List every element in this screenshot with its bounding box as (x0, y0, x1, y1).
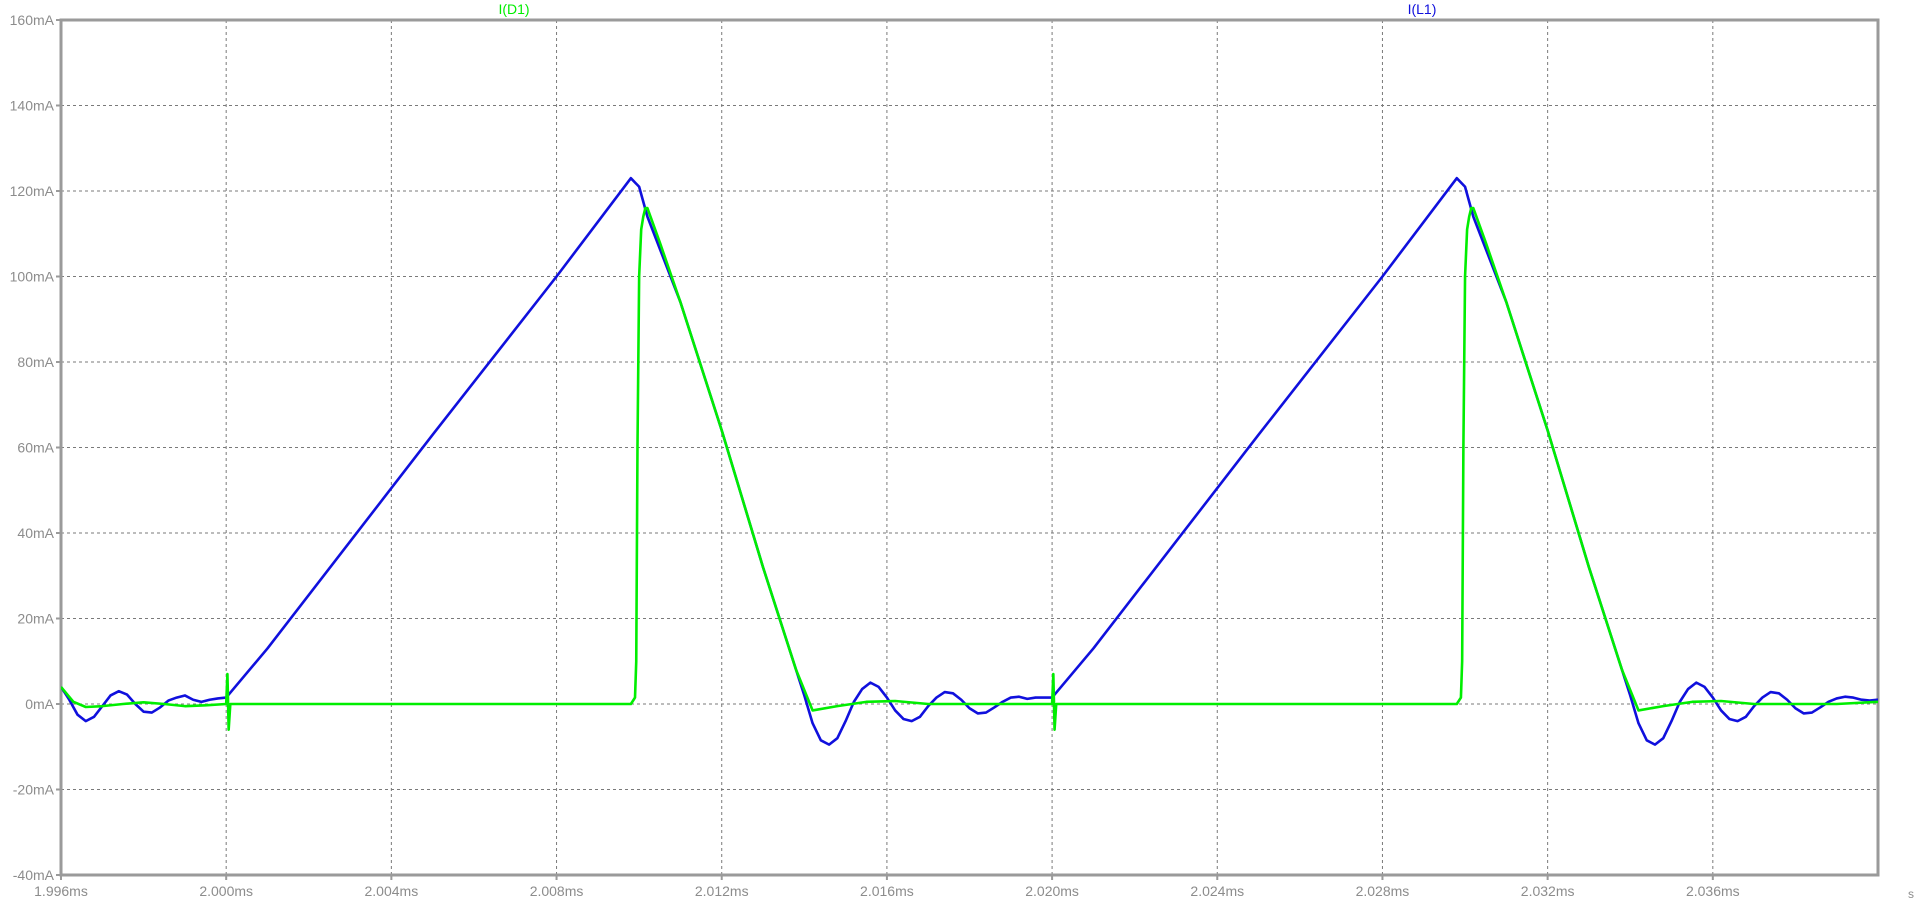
legend-entry-il1: I(L1) (1408, 1, 1437, 17)
y-tick-label: 160mA (10, 12, 55, 28)
y-tick-label: 40mA (17, 525, 54, 541)
y-tick-label: 120mA (10, 183, 55, 199)
x-tick-label: 2.020ms (1025, 883, 1079, 899)
x-tick-label: 2.012ms (695, 883, 749, 899)
x-tick-label: 1.996ms (34, 883, 88, 899)
legend: I(D1) I(L1) (498, 1, 1436, 17)
x-axis-end-label: s (1908, 887, 1914, 901)
grid (61, 20, 1878, 875)
series-layer (61, 176, 1878, 746)
series-line-il1 (61, 176, 1878, 746)
y-tick-label: 100mA (10, 269, 55, 285)
x-tick-label: 2.028ms (1356, 883, 1410, 899)
x-tick-label: 2.024ms (1190, 883, 1244, 899)
x-tick-label: 2.032ms (1521, 883, 1575, 899)
y-tick-label: 80mA (17, 354, 54, 370)
series-line-id1 (61, 206, 1878, 731)
y-tick-label: -40mA (13, 867, 55, 883)
y-tick-label: 60mA (17, 440, 54, 456)
x-tick-label: 2.016ms (860, 883, 914, 899)
y-tick-label: 0mA (25, 696, 54, 712)
y-tick-label: -20mA (13, 782, 55, 798)
tick-labels: 1.996ms 2.000ms 2.004ms 2.008ms 2.012ms 2.016… (10, 12, 1740, 899)
legend-entry-id1: I(D1) (498, 1, 529, 17)
x-tick-label: 2.036ms (1686, 883, 1740, 899)
y-tick-label: 20mA (17, 611, 54, 627)
x-tick-label: 2.004ms (365, 883, 419, 899)
y-tick-label: 140mA (10, 98, 55, 114)
x-tick-label: 2.008ms (530, 883, 584, 899)
x-tick-label: 2.000ms (199, 883, 253, 899)
